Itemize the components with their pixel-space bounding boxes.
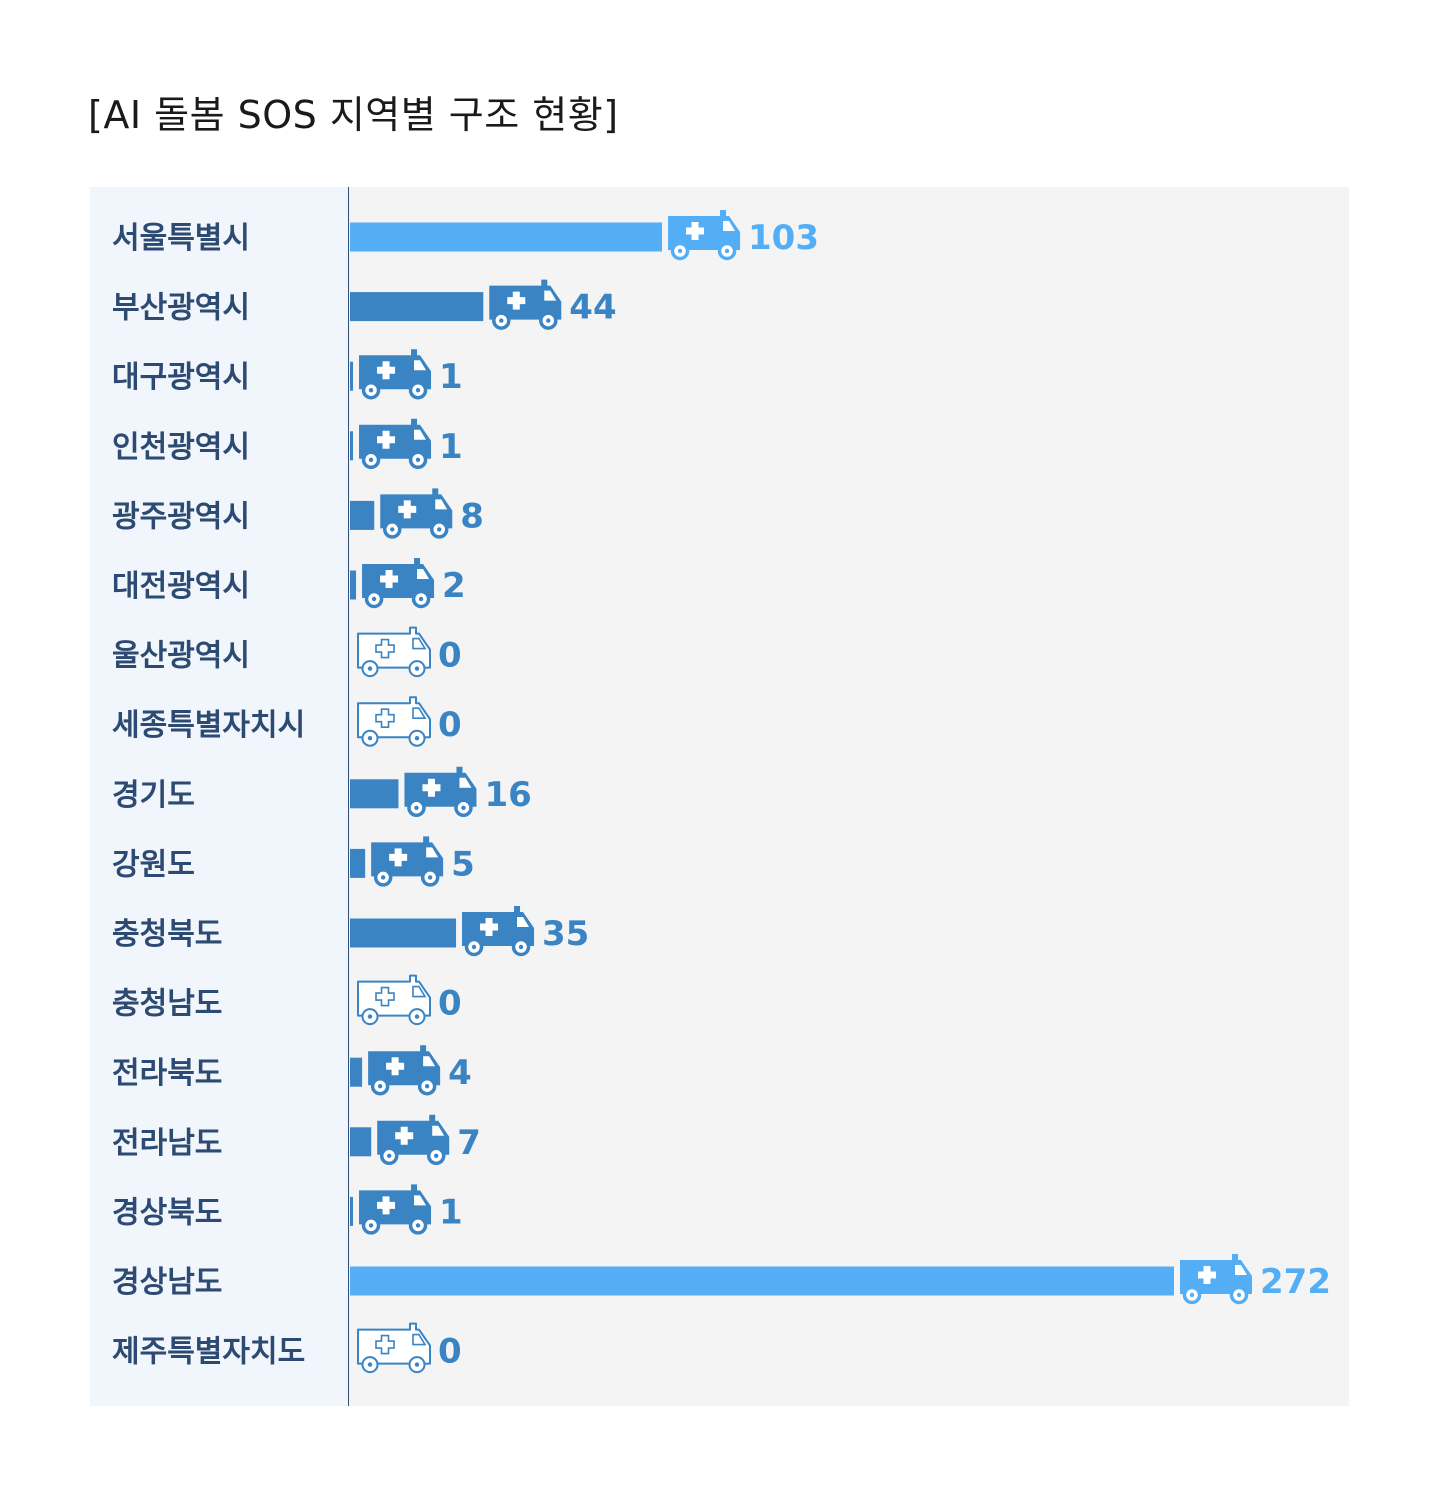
ambulance-icon [357, 696, 431, 747]
ambulance-icon [368, 1045, 441, 1096]
category-label: 충청북도 [112, 917, 222, 952]
category-label: 대전광역시 [112, 569, 250, 604]
value-label: 1 [439, 1192, 463, 1232]
value-label: 5 [451, 844, 475, 884]
ambulance-icon [489, 279, 562, 330]
value-label: 0 [438, 705, 462, 745]
category-label-panel [90, 187, 349, 1406]
value-label: 0 [438, 636, 462, 676]
bar [350, 361, 354, 391]
ambulance-icon [377, 1114, 450, 1166]
value-label: 8 [460, 496, 484, 536]
bar [350, 779, 399, 809]
category-label: 인천광역시 [112, 430, 250, 465]
bar [350, 1196, 354, 1226]
ambulance-icon [359, 1184, 432, 1235]
ambulance-icon [362, 558, 435, 609]
value-label: 1 [439, 427, 463, 467]
category-label: 세종특별자치시 [112, 708, 305, 743]
category-label: 전라남도 [112, 1126, 222, 1161]
value-label: 103 [748, 218, 819, 258]
value-label: 0 [438, 984, 462, 1024]
bar [350, 1127, 372, 1157]
ambulance-icon [404, 766, 477, 818]
y-axis-line [348, 187, 349, 1406]
category-label: 울산광역시 [112, 639, 250, 674]
category-label: 광주광역시 [112, 499, 250, 534]
value-label: 0 [438, 1332, 462, 1372]
bar-chart-svg: 서울특별시 103 부산광역시 44 대구광역시 1 인천광역시 1 광주광역시 8 대전광역시 2 울… [112, 210, 1331, 1374]
value-label: 16 [484, 775, 531, 815]
bar [350, 570, 357, 600]
category-label: 강원도 [112, 847, 195, 882]
bar [350, 222, 663, 252]
bar [350, 918, 457, 948]
value-label: 2 [442, 566, 466, 606]
ambulance-icon [380, 488, 453, 539]
ambulance-icon [357, 626, 431, 678]
chart-container: 서울특별시 103 부산광역시 44 대구광역시 1 인천광역시 1 광주광역시 8 대전광역시 2 울… [90, 187, 1349, 1406]
ambulance-icon [1180, 1254, 1252, 1305]
bar [350, 500, 375, 530]
category-label: 충청남도 [112, 987, 222, 1022]
plot-area [349, 187, 1349, 1406]
value-label: 35 [542, 914, 589, 954]
category-label: 경상남도 [112, 1265, 222, 1300]
ambulance-icon [462, 906, 535, 957]
category-label: 경상북도 [112, 1195, 222, 1230]
ambulance-icon [357, 974, 431, 1026]
ambulance-icon [371, 836, 444, 887]
category-label: 대구광역시 [112, 360, 250, 395]
value-label: 4 [448, 1053, 472, 1093]
bar [350, 1057, 363, 1087]
bar [350, 1266, 1174, 1296]
bar [350, 848, 366, 878]
bar [350, 431, 354, 461]
category-label: 전라북도 [112, 1056, 222, 1091]
ambulance-icon [668, 210, 741, 261]
value-label: 1 [439, 357, 463, 397]
ambulance-icon [359, 349, 432, 400]
ambulance-icon [357, 1322, 431, 1374]
bar [350, 292, 484, 322]
category-label: 부산광역시 [112, 291, 250, 326]
value-label: 7 [457, 1123, 481, 1163]
category-label: 제주특별자치도 [112, 1335, 305, 1370]
value-label: 44 [569, 288, 616, 328]
category-label: 서울특별시 [112, 221, 250, 256]
value-label: 272 [1260, 1262, 1331, 1302]
category-label: 경기도 [112, 778, 195, 813]
chart-title: [AI 돌봄 SOS 지역별 구조 현황] [88, 93, 619, 137]
ambulance-icon [359, 418, 432, 470]
